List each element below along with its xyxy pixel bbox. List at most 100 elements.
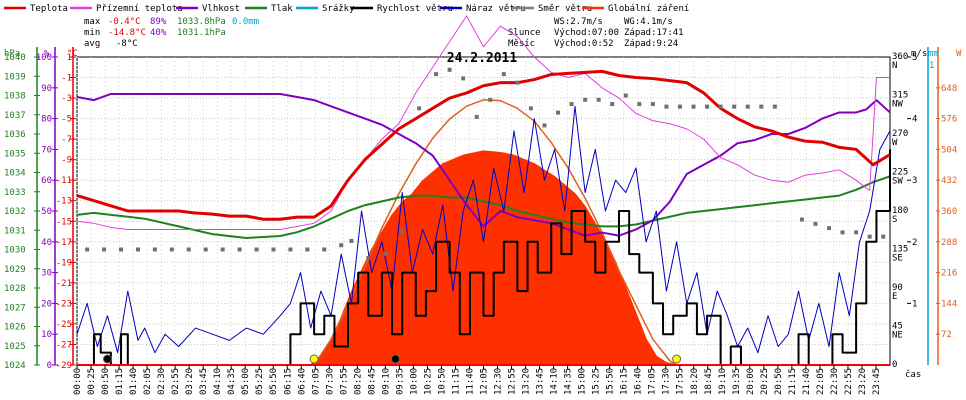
x-tick-label: 10:50	[437, 368, 447, 395]
direction-point	[383, 251, 388, 256]
direction-point	[152, 247, 157, 252]
direction-point	[305, 247, 310, 252]
radiation-tick-label: 504	[941, 145, 957, 155]
direction-point	[203, 247, 208, 252]
pressure-tick-label: 1024	[4, 361, 26, 371]
stat-value: -0.4°C	[108, 17, 141, 27]
direction-point	[732, 104, 737, 109]
direction-tick-label: 135	[892, 245, 908, 255]
x-tick-label: 18:20	[690, 368, 700, 395]
x-tick-label: 07:55	[339, 368, 349, 395]
x-tick-label: 02:30	[157, 368, 167, 395]
stat-value: Západ:17:41	[624, 28, 684, 38]
x-tick-label: 03:20	[185, 368, 195, 395]
direction-point	[461, 76, 466, 81]
x-tick-label: 23:20	[858, 368, 868, 395]
radiation-tick-label: 288	[941, 238, 957, 248]
x-tick-label: 05:50	[269, 368, 279, 395]
radiation-tick-label: 144	[941, 299, 957, 309]
humidity-tick-label: 30	[41, 269, 52, 279]
stat-label: min	[84, 28, 100, 38]
legend-label: Teplota	[30, 4, 68, 14]
rain-tick-label: 1	[929, 61, 934, 71]
direction-point	[840, 230, 845, 235]
humidity-tick-label: 70	[41, 145, 52, 155]
stat-label: max	[84, 17, 101, 27]
direction-point	[867, 234, 872, 239]
series-line	[76, 69, 891, 221]
legend-label: Vlhkost	[202, 4, 240, 14]
direction-tick-label: 90	[892, 283, 903, 293]
direction-point	[881, 234, 886, 239]
direction-point	[119, 247, 124, 252]
direction-point	[417, 106, 422, 111]
moonset-marker	[390, 354, 400, 364]
humidity-tick-label: 100	[36, 53, 52, 63]
x-tick-label: 07:30	[325, 368, 335, 395]
temperature-tick-label: -11	[56, 176, 72, 186]
direction-point	[339, 243, 344, 248]
direction-tick-label: 270	[892, 129, 908, 139]
moonrise-marker	[102, 354, 112, 364]
x-tick-label: 05:00	[241, 368, 251, 395]
direction-tick-label: NE	[892, 331, 903, 341]
legend-label: Rychlost větru	[377, 4, 453, 14]
direction-point	[271, 247, 276, 252]
direction-tick-label: W	[892, 138, 898, 148]
wind-tick-label: 4	[912, 115, 917, 125]
legend-label: Náraz větru	[466, 4, 526, 14]
direction-point	[759, 104, 764, 109]
direction-point	[474, 114, 479, 119]
direction-point	[677, 104, 682, 109]
pressure-tick-label: 1036	[4, 130, 26, 140]
temperature-tick-label: -29	[56, 361, 72, 371]
pressure-tick-label: 1033	[4, 188, 26, 198]
x-tick-label: 00:50	[101, 368, 111, 395]
x-tick-label: 17:30	[662, 368, 672, 395]
legend-label: Přízemní teplota	[96, 4, 183, 14]
pressure-tick-label: 1028	[4, 284, 26, 294]
temperature-tick-label: -17	[56, 238, 72, 248]
x-tick-label: 09:35	[395, 368, 405, 395]
humidity-tick-label: 40	[41, 238, 52, 248]
stat-label: avg	[84, 39, 100, 49]
x-tick-label: 18:45	[704, 368, 714, 395]
pressure-tick-label: 1038	[4, 92, 26, 102]
direction-point	[745, 104, 750, 109]
pressure-tick-label: 1027	[4, 303, 26, 313]
direction-point	[596, 97, 601, 102]
x-tick-label: 21:40	[802, 368, 812, 395]
x-tick-label: 02:05	[143, 368, 153, 395]
direction-tick-label: 315	[892, 91, 908, 101]
x-tick-label: 02:55	[171, 368, 181, 395]
x-tick-label: 19:10	[718, 368, 728, 395]
direction-point	[664, 104, 669, 109]
direction-point	[186, 247, 191, 252]
stat-value: Východ:0:52	[554, 39, 614, 49]
x-tick-label: 01:15	[115, 368, 125, 395]
chart-title: 24.2.2011	[447, 51, 518, 66]
direction-point	[322, 247, 327, 252]
direction-tick-label: 225	[892, 168, 908, 178]
direction-point	[447, 67, 452, 72]
direction-point	[135, 247, 140, 252]
radiation-tick-label: 648	[941, 84, 957, 94]
x-tick-label: 17:05	[648, 368, 658, 395]
humidity-tick-label: 0	[47, 361, 52, 371]
direction-point	[366, 256, 371, 261]
temperature-tick-label: -3	[61, 94, 72, 104]
temperature-tick-label: -7	[61, 135, 72, 145]
direction-point	[556, 110, 561, 115]
x-tick-label: 22:30	[830, 368, 840, 395]
direction-tick-label: 360	[892, 52, 908, 62]
temperature-tick-label: -9	[61, 156, 72, 166]
humidity-axis-unit: %	[44, 49, 50, 59]
stat-value: WG:4.1m/s	[624, 17, 673, 27]
x-tick-label: 20:00	[746, 368, 756, 395]
axes: 00:00 00:25 00:50 01:15 01:40 02:05 02:30 02:55…	[4, 47, 962, 395]
direction-point	[583, 97, 588, 102]
x-tick-label: 10:25	[423, 368, 433, 395]
legend-label: Tlak	[271, 4, 293, 14]
pressure-tick-label: 1040	[4, 53, 26, 63]
